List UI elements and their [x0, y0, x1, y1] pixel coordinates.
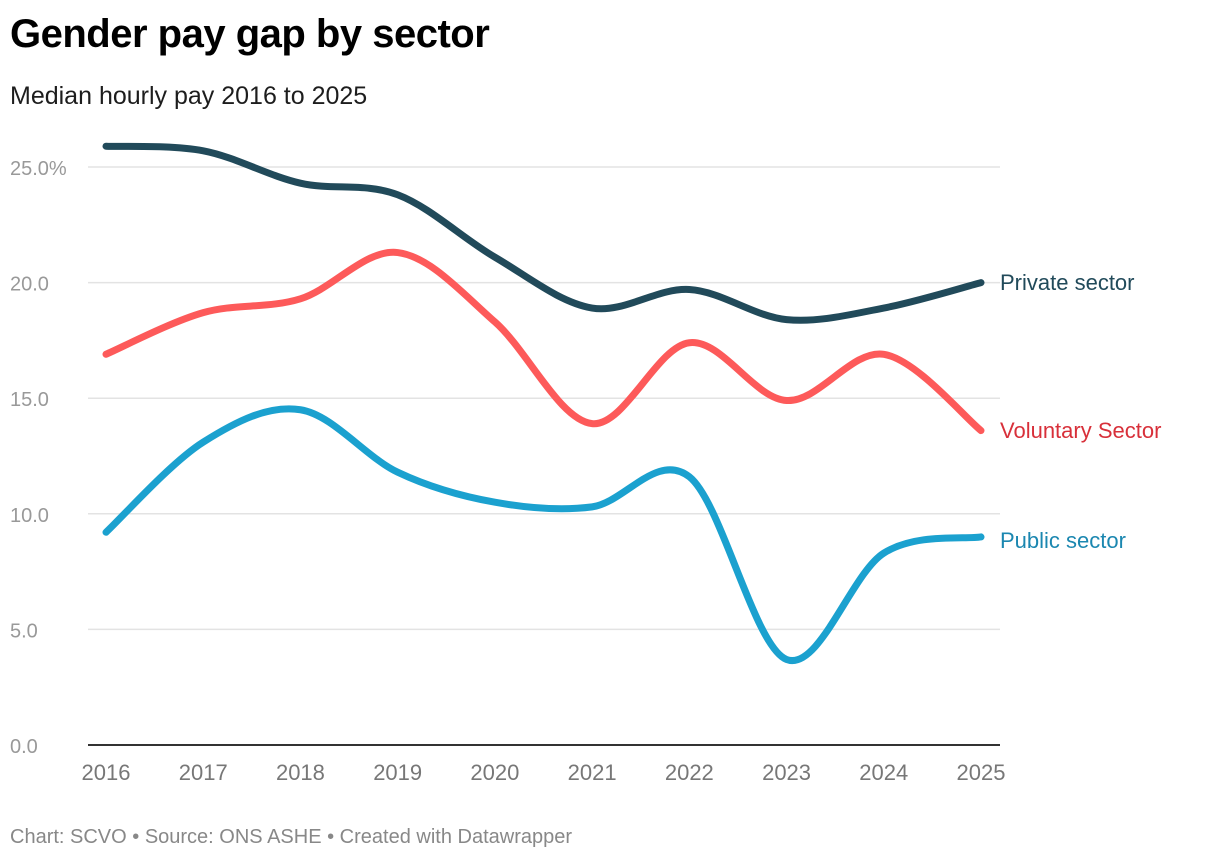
- x-tick-label: 2022: [665, 760, 714, 785]
- x-tick-label: 2021: [568, 760, 617, 785]
- y-tick-label: 5.0: [10, 620, 38, 642]
- series-line-voluntary-sector: [102, 249, 985, 435]
- x-tick-label: 2023: [762, 760, 811, 785]
- chart-title: Gender pay gap by sector: [10, 12, 490, 56]
- chart-subtitle: Median hourly pay 2016 to 2025: [10, 82, 368, 110]
- x-tick-label: 2017: [179, 760, 228, 785]
- x-tick-label: 2025: [957, 760, 1006, 785]
- series-line-private-sector: [102, 142, 985, 324]
- series-label: Public sector: [1000, 528, 1126, 553]
- y-tick-label: 10.0: [10, 505, 49, 527]
- y-tick-label: 20.0: [10, 274, 49, 296]
- y-tick-label: 25.0%: [10, 158, 67, 180]
- y-tick-label: 15.0: [10, 389, 49, 411]
- series-line-public-sector: [102, 405, 985, 665]
- x-tick-label: 2024: [859, 760, 908, 785]
- y-tick-label: 0.0: [10, 736, 38, 758]
- series-label: Private sector: [1000, 270, 1135, 295]
- chart-footer: Chart: SCVO • Source: ONS ASHE • Created…: [10, 826, 573, 848]
- series-label: Voluntary Sector: [1000, 418, 1161, 443]
- x-tick-label: 2020: [470, 760, 519, 785]
- x-tick-label: 2018: [276, 760, 325, 785]
- x-tick-label: 2016: [82, 760, 131, 785]
- x-tick-label: 2019: [373, 760, 422, 785]
